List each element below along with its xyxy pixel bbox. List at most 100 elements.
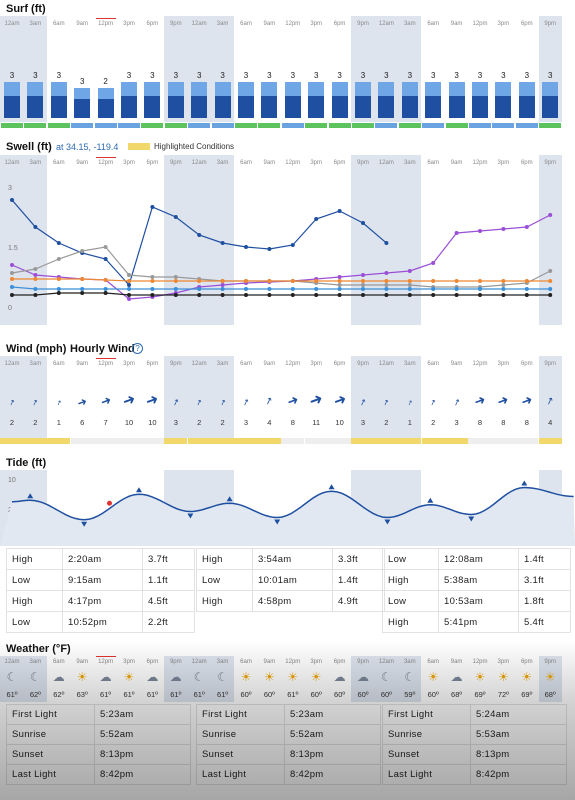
swell-point [407,279,412,283]
surf-bar-fill [4,96,20,118]
temperature: 61º [170,690,182,699]
wind-highlight [93,438,118,444]
time-label: 3pm [123,659,135,665]
table-cell: 5:23am [94,704,191,725]
wind-speed: 10 [335,418,344,427]
time-label: 6pm [520,21,533,27]
swell-point [103,245,108,249]
swell-point [454,287,459,291]
surf-rating [352,123,374,128]
night-band [538,155,562,325]
high-tide-marker [328,484,335,490]
wind-highlight [444,438,469,444]
table-row: Low 9:15am 1.1ft [6,569,195,591]
swell-point [290,287,295,291]
temperature: 60º [263,690,275,699]
time-label: 6am [427,361,440,367]
time-label: 6am [427,160,440,166]
wind-arrow-icon: ➜ [143,390,162,411]
wind-speed: 6 [80,418,85,427]
temperature: 61º [6,690,18,699]
swell-point [10,198,14,202]
time-label: 6am [427,659,440,665]
night-band [0,155,48,325]
swell-point [127,287,131,291]
temperature: 61º [100,690,112,699]
surf-bar-fill [308,96,325,118]
swell-point [524,287,529,291]
surf-value: 3 [173,71,179,80]
swell-point [478,279,482,283]
table-cell: 5:24am [470,704,567,725]
time-label: 9am [76,361,89,367]
table-cell: 3.1ft [518,569,571,591]
table-cell: Low [382,590,439,612]
day-table: First Light 5:23am Sunrise 5:52am Sunset 8:13… [6,704,191,785]
wind-chart[interactable]: 12am 3am 6am 9am 12pm 3pm 6pm 9pm 12am 3am 6am 9am 1… [0,356,575,446]
hourly-wind-toggle[interactable]: Hourly Wind [70,343,135,355]
surf-rating [94,123,117,128]
swell-point [197,279,202,283]
swell-chart[interactable]: 12am 3am 6am 9am 12pm 3pm 6pm 9pm 12am 3am 6am 9am 1… [0,155,575,325]
surf-chart[interactable]: 12am 3am 6am 9am 12pm 3pm 6pm 9pm 12am 3am 6am 9am 1… [0,16,575,132]
surf-bar-fill [214,96,231,118]
swell-point [478,229,482,233]
time-label: 9pm [544,160,557,166]
tide-chart[interactable]: 102.8-4.4 [0,470,575,546]
time-label: 6am [52,659,65,665]
surf-rating [398,123,421,128]
swell-point [220,287,225,291]
surf-bar-fill [167,96,184,118]
swell-point [173,215,178,219]
temperature: 60º [334,690,346,699]
wind-speed: 8 [524,418,529,427]
temperature: 72º [497,690,509,699]
swell-point [244,245,248,249]
surf-bar-fill [97,99,114,118]
time-label: 6pm [146,160,159,166]
time-label: 6pm [333,160,346,166]
table-cell: 4.9ft [332,590,385,612]
swell-point [10,271,14,275]
swell-point [173,293,178,297]
cloud-icon: ☁ [357,670,369,684]
swell-point [337,279,342,283]
night-band [351,356,422,438]
wind-arrow-icon: ➜ [518,391,535,410]
time-label: 12pm [98,160,114,166]
time-label: 6am [240,21,252,27]
high-tide-marker [427,497,434,503]
time-label: 6pm [146,361,159,367]
day-table: First Light 5:24am Sunrise 5:53am Sunset 8:13… [382,704,567,785]
table-cell: 10:53am [438,590,519,612]
table-row: High 2:20am 3.7ft [6,548,195,570]
swell-coords[interactable]: at 34.15, -119.4 [56,142,119,152]
swell-point [361,279,365,283]
surf-title: Surf (ft) [6,3,46,15]
surf-rating [164,123,187,128]
swell-point [244,293,248,297]
moon-icon: ☾ [30,670,41,684]
wind-title: Wind (mph) [6,343,67,355]
table-cell: 1.1ft [142,569,195,591]
swell-point [337,287,342,291]
surf-bar-fill [472,96,488,118]
swell-point [478,287,482,291]
table-cell: 2.2ft [142,611,195,633]
table-cell: High [382,611,439,633]
surf-bar-fill [121,96,137,118]
help-icon[interactable]: ? [132,343,143,354]
wind-arrow-icon: ↗ [428,397,438,409]
time-label: 3am [29,21,42,27]
swell-point [33,225,38,229]
night-band [538,656,562,702]
tide-fill [0,487,575,546]
time-label: 12am [378,659,394,665]
wind-speed: 2 [197,418,202,427]
weather-strip[interactable]: 12am 3am 6am 9am 12pm 3pm 6pm 9pm 12am 3am 6am 9am 1… [0,656,575,704]
cloud-icon: ☁ [169,670,182,684]
wind-highlight [0,438,24,444]
swell-point [548,287,553,291]
time-label: 6pm [146,659,159,665]
swell-point [33,273,38,277]
